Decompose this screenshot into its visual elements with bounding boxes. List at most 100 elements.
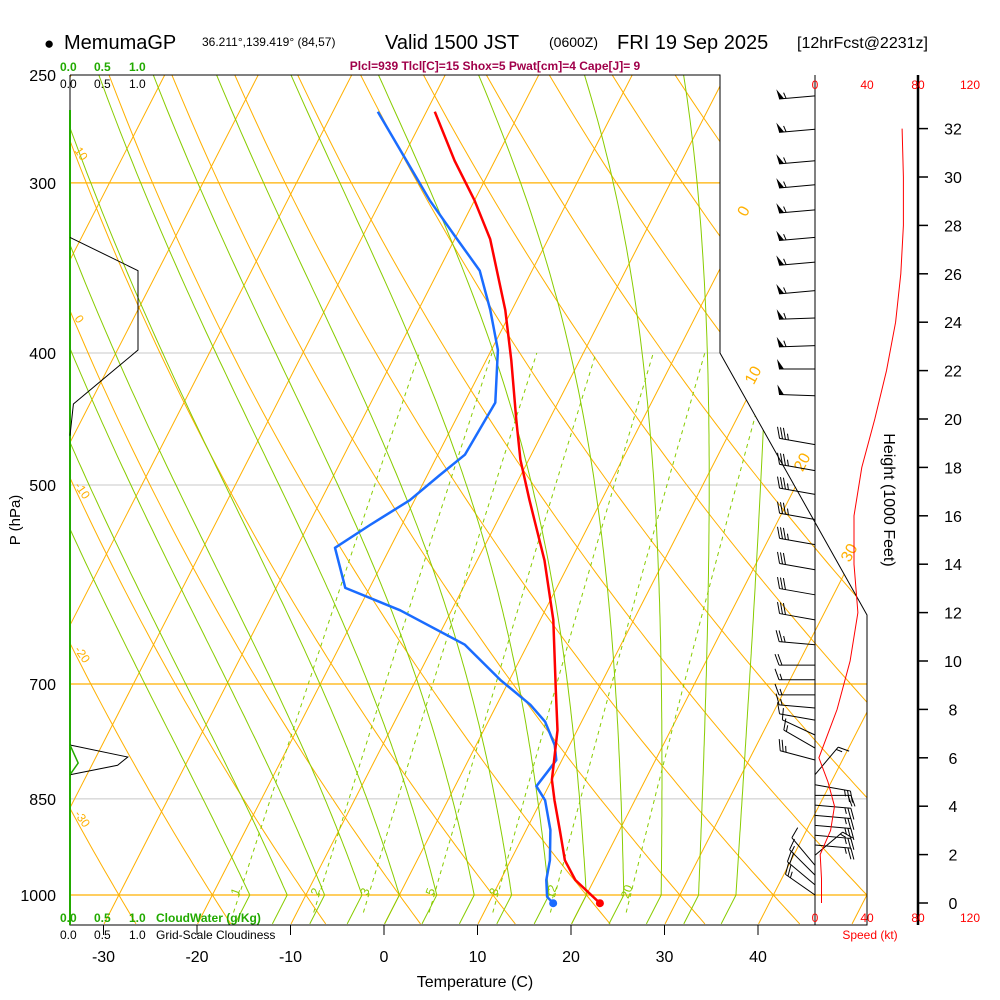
wind-barb-feather: [850, 795, 856, 807]
header: ● MemumaGP 36.211°,139.419° (84,57) Vali…: [44, 32, 928, 54]
wind-barb-half-feather: [783, 340, 787, 347]
wind-barb-half-feather: [836, 748, 843, 753]
pressure-tick-label: 700: [29, 677, 56, 694]
wind-barb-feather: [783, 718, 787, 731]
mixing-ratio-line: [313, 352, 493, 913]
wind-barb-half-feather: [783, 181, 787, 188]
wind-barb-feather: [782, 427, 786, 440]
moist-adiabat-line: [720, 75, 771, 925]
wind-barb-feather: [774, 668, 780, 680]
wind-barb: [814, 784, 853, 803]
cloudiness-tick-bottom-0: 0.0: [60, 928, 77, 942]
height-tick-label: 12: [944, 606, 962, 623]
wind-barb: [786, 850, 816, 886]
wind-barb-half-feather: [783, 258, 787, 265]
temperature-line: [433, 111, 601, 905]
wind-barb-feather: [777, 426, 781, 439]
cloudiness-tick-bottom-1: 0.5: [94, 928, 111, 942]
wind-barb-staff: [779, 290, 816, 295]
wind-barb: [777, 576, 816, 596]
wind-barb: [774, 683, 815, 696]
forecast-info: [12hrFcst@2231z]: [797, 35, 928, 52]
y-axis-label: P (hPa): [7, 495, 24, 546]
wind-barb-pennant: [777, 384, 785, 395]
isotherm-line: [571, 75, 867, 925]
height-tick-label: 24: [944, 315, 962, 332]
stability-indices: Plcl=939 Tlcl[C]=15 Shox=5 Pwat[cm]=4 Ca…: [350, 59, 641, 73]
mixing-ratio-line: [492, 352, 654, 913]
wind-barb-half-feather: [779, 673, 783, 680]
wind-barb-feather: [774, 683, 780, 696]
wind-barb-staff: [814, 804, 851, 809]
wind-barb: [815, 794, 856, 807]
wind-barb: [777, 426, 816, 446]
pressure-tick-label: 250: [29, 68, 56, 85]
wind-barb-half-feather: [780, 698, 783, 706]
speed-profile-line: [818, 128, 904, 903]
wind-barb-staff: [779, 184, 816, 189]
cloudwater-label: CloudWater (g/Kg): [156, 911, 261, 925]
wind-barb-feather: [850, 828, 855, 840]
wind-barb-feather: [791, 827, 799, 838]
pressure-tick-label: 400: [29, 346, 56, 363]
wind-barb: [777, 526, 816, 546]
isotherm-line: [290, 75, 739, 925]
surface-temperature-dot: [595, 899, 604, 908]
temperature-tick-label: 0: [380, 949, 389, 966]
dry-adiabat-line: [472, 75, 867, 925]
pressure-tick-label: 1000: [20, 888, 56, 905]
isotherm-line: [103, 75, 552, 925]
station-bullet-icon: ●: [44, 34, 54, 53]
temperature-tick-label: 30: [656, 949, 674, 966]
isotherm-line: [851, 75, 867, 925]
wind-barb-staff: [814, 844, 851, 849]
moist-adiabat-line: [70, 75, 326, 925]
wind-barb: [777, 501, 816, 520]
wind-barb-feather: [779, 427, 783, 439]
temperature-tick-label: -10: [279, 949, 302, 966]
wind-barb-half-feather: [785, 725, 789, 732]
wind-barb-feather: [777, 476, 781, 489]
wind-barb-half-feather: [786, 533, 789, 540]
speed-tick-bottom-1: 40: [860, 911, 874, 925]
wind-barb-staff: [779, 209, 816, 214]
wind-barb-feather: [779, 477, 783, 489]
wind-barb-feather: [787, 864, 792, 877]
wind-barb: [789, 838, 816, 876]
moist-adiabat-line: [152, 75, 475, 925]
height-tick-label: 20: [944, 412, 962, 429]
speed-tick-top-2: 80: [911, 78, 925, 92]
speed-tick-bottom-2: 80: [911, 911, 925, 925]
height-axis-label: Height (1000 Feet): [880, 433, 897, 566]
speed-tick-bottom-3: 120: [960, 911, 980, 925]
wind-barb-feather: [777, 653, 783, 666]
height-tick-label: 4: [949, 799, 958, 816]
speed-axis-label: Speed (kt): [842, 928, 897, 942]
wind-barb-feather: [777, 702, 781, 714]
moist-adiabat-line: [70, 75, 251, 925]
cloudiness-tick-top-1: 0.5: [94, 77, 111, 91]
theta-label: -30: [72, 808, 94, 831]
dry-adiabat-line: [161, 75, 706, 925]
wind-barb-staff: [814, 824, 851, 830]
wind-barb: [776, 178, 816, 189]
dry-adiabat-line: [410, 75, 867, 925]
wind-barb-half-feather: [844, 827, 847, 835]
wind-barb-half-feather: [786, 508, 789, 515]
moist-adiabat-line: [98, 75, 438, 925]
wind-barb-feather: [782, 552, 786, 565]
isotherm-line: [477, 75, 867, 925]
wind-barb: [776, 284, 816, 295]
moist-adiabat-line: [683, 75, 710, 925]
wind-barb-half-feather: [783, 125, 787, 132]
height-tick-label: 8: [949, 702, 958, 719]
wind-barb-staff: [779, 317, 816, 320]
wind-barb-feather: [779, 552, 783, 565]
profiles: [333, 111, 604, 908]
wind-barb: [781, 708, 816, 736]
height-tick-label: 2: [949, 848, 958, 865]
wind-barb-staff: [779, 713, 816, 721]
cloudiness-low-line: [69, 744, 129, 776]
wind-barb-feather: [782, 453, 786, 466]
